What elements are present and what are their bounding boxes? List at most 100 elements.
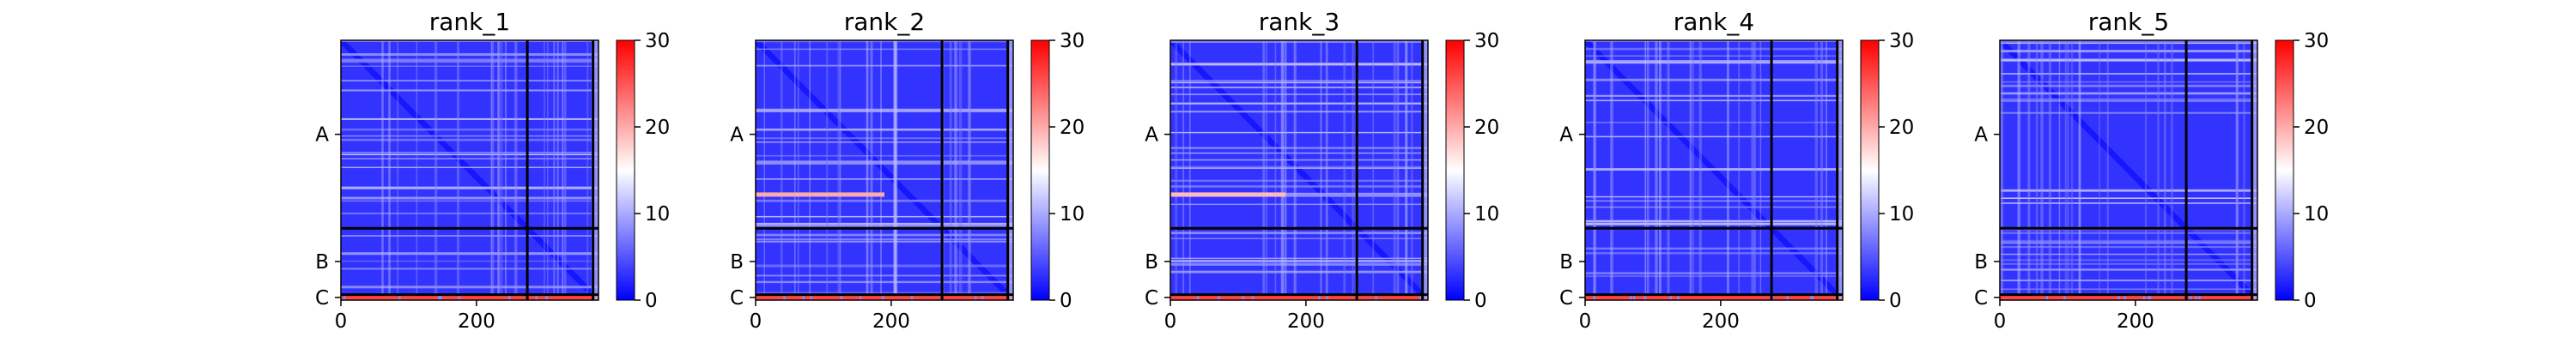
heatmap-chain-c-gap xyxy=(2045,294,2049,300)
heatmap-column-stripe xyxy=(1295,40,1297,300)
x-tick-label: 200 xyxy=(872,310,910,333)
heatmap-chain-c-gap xyxy=(881,294,884,300)
heatmap-chain-c-gap xyxy=(1669,294,1673,300)
heatmap-row-stripe xyxy=(1170,203,1428,206)
colorbar-tick-label: 20 xyxy=(1474,117,1499,139)
heatmap-column-stripe xyxy=(2243,40,2245,300)
heatmap-row-stripe xyxy=(1170,257,1428,260)
heatmap-row-stripe xyxy=(756,108,1013,111)
heatmap-row-stripe xyxy=(2000,259,2257,262)
heatmap-column-stripe xyxy=(809,40,811,300)
heatmap-row-stripe xyxy=(756,109,1013,111)
heatmap-column-stripe xyxy=(553,40,556,300)
heatmap-chain-c-gap xyxy=(1419,294,1423,300)
heatmap-chain-c-column xyxy=(592,40,598,300)
heatmap-row-stripe xyxy=(341,158,598,159)
heatmap-column-stripe xyxy=(562,40,564,300)
heatmap-row-stripe xyxy=(2000,42,2257,45)
heatmap-row-stripe xyxy=(2000,262,2257,265)
heatmap-chain-c-block xyxy=(1170,294,1428,300)
heatmap-row-stripe xyxy=(2000,241,2257,244)
heatmap-column-stripe xyxy=(434,40,438,300)
heatmap-column-stripe xyxy=(416,40,418,300)
heatmap-row-stripe xyxy=(1170,159,1428,161)
heatmap-chain-c-gap xyxy=(1242,294,1245,300)
heatmap-row-stripe xyxy=(341,186,598,190)
heatmap-column-stripe xyxy=(1692,40,1694,300)
heatmap-column-stripe xyxy=(1274,40,1277,300)
chain-label: A xyxy=(1974,124,1988,147)
heatmap-chain-c-gap xyxy=(2142,294,2146,300)
heatmap-column-stripe xyxy=(794,40,796,300)
heatmap-column-stripe xyxy=(497,40,501,300)
heatmap-row-stripe xyxy=(341,60,598,63)
heatmap-chain-c-gap xyxy=(975,294,977,300)
heatmap-column-stripe xyxy=(2070,40,2074,300)
heatmap-row-stripe xyxy=(1585,200,1843,202)
heatmap-row-stripe xyxy=(756,64,1013,67)
heatmap-column-stripe xyxy=(1262,40,1266,300)
heatmap-row-stripe xyxy=(1170,81,1428,84)
heatmap-row-stripe xyxy=(756,280,1013,284)
heatmap-row-stripe xyxy=(341,80,598,81)
x-tick-label: 200 xyxy=(2117,310,2154,333)
heatmap-row-stripe xyxy=(1170,147,1428,149)
heatmap-column-stripe xyxy=(1593,40,1596,300)
heatmap-column-stripe xyxy=(1826,40,1827,300)
heatmap-column-stripe xyxy=(1175,40,1177,300)
heatmap-row-stripe xyxy=(756,222,1013,226)
panel-title: rank_5 xyxy=(2088,8,2169,36)
heatmap-chain-c-gap xyxy=(859,294,862,300)
heatmap-row-stripe xyxy=(1585,94,1843,97)
colorbar-tick-label: 10 xyxy=(1060,203,1084,226)
heatmap-outlier-stripe xyxy=(1170,192,1286,197)
heatmap-chain-c-gap xyxy=(1326,294,1329,300)
heatmap-row-stripe xyxy=(341,196,598,200)
heatmap-chain-c-column xyxy=(1007,40,1013,300)
heatmap-outlier-stripe xyxy=(756,192,884,197)
colorbar-tick-label: 0 xyxy=(1889,290,1902,312)
colorbar-tick-label: 20 xyxy=(2304,117,2329,139)
colorbar-tick-label: 0 xyxy=(1474,290,1487,312)
heatmap-diagonal xyxy=(2000,40,2257,300)
heatmap-column-stripe xyxy=(1727,40,1729,300)
x-tick-label: 200 xyxy=(1287,310,1325,333)
heatmap-chain-c-gap xyxy=(508,294,511,300)
heatmap-column-stripe xyxy=(2058,40,2061,300)
heatmap-column-stripe xyxy=(1405,40,1408,300)
heatmap-row-stripe xyxy=(1170,232,1428,235)
heatmap-row-stripe xyxy=(1585,168,1843,171)
heatmap-column-stripe xyxy=(1659,40,1662,300)
heatmap-column-stripe xyxy=(1182,40,1185,300)
heatmap-column-stripe xyxy=(880,40,882,300)
heatmap-column-stripe xyxy=(1655,40,1658,300)
heatmap-row-stripe xyxy=(2000,202,2257,204)
heatmap-column-stripe xyxy=(870,40,873,300)
heatmap-chain-c-gap xyxy=(1677,294,1680,300)
heatmap-column-stripe xyxy=(1646,40,1649,300)
heatmap-row-stripe xyxy=(1585,222,1843,226)
heatmap-row-stripe xyxy=(2000,40,2257,42)
heatmap-chain-c-gap xyxy=(1786,294,1789,300)
x-tick-label: 0 xyxy=(750,310,762,333)
heatmap-frame xyxy=(1584,39,1844,301)
heatmap-row-stripe xyxy=(341,89,598,92)
heatmap-row-stripe xyxy=(2000,189,2257,192)
heatmap-row-stripe xyxy=(2000,280,2257,282)
heatmap-column-stripe xyxy=(968,40,971,300)
heatmap-chain-c-gap xyxy=(2198,294,2201,300)
heatmap-row-stripe xyxy=(756,40,1013,43)
heatmap-row-stripe xyxy=(2000,73,2257,75)
heatmap-column-stripe xyxy=(563,40,567,300)
heatmap-frame xyxy=(1170,39,1429,301)
heatmap-plot-area xyxy=(2000,40,2257,300)
heatmap-column-stripe xyxy=(1396,40,1400,300)
heatmap-chain-c-gap xyxy=(2195,294,2197,300)
panel-title: rank_3 xyxy=(1259,8,1340,36)
heatmap-row-stripe xyxy=(341,166,598,169)
heatmap-chain-c-gap xyxy=(1593,294,1595,300)
heatmap-frame xyxy=(340,39,599,301)
heatmap-row-stripe xyxy=(756,292,1013,295)
heatmap-column-stripe xyxy=(1753,40,1756,300)
heatmap-column-stripe xyxy=(1293,40,1296,300)
